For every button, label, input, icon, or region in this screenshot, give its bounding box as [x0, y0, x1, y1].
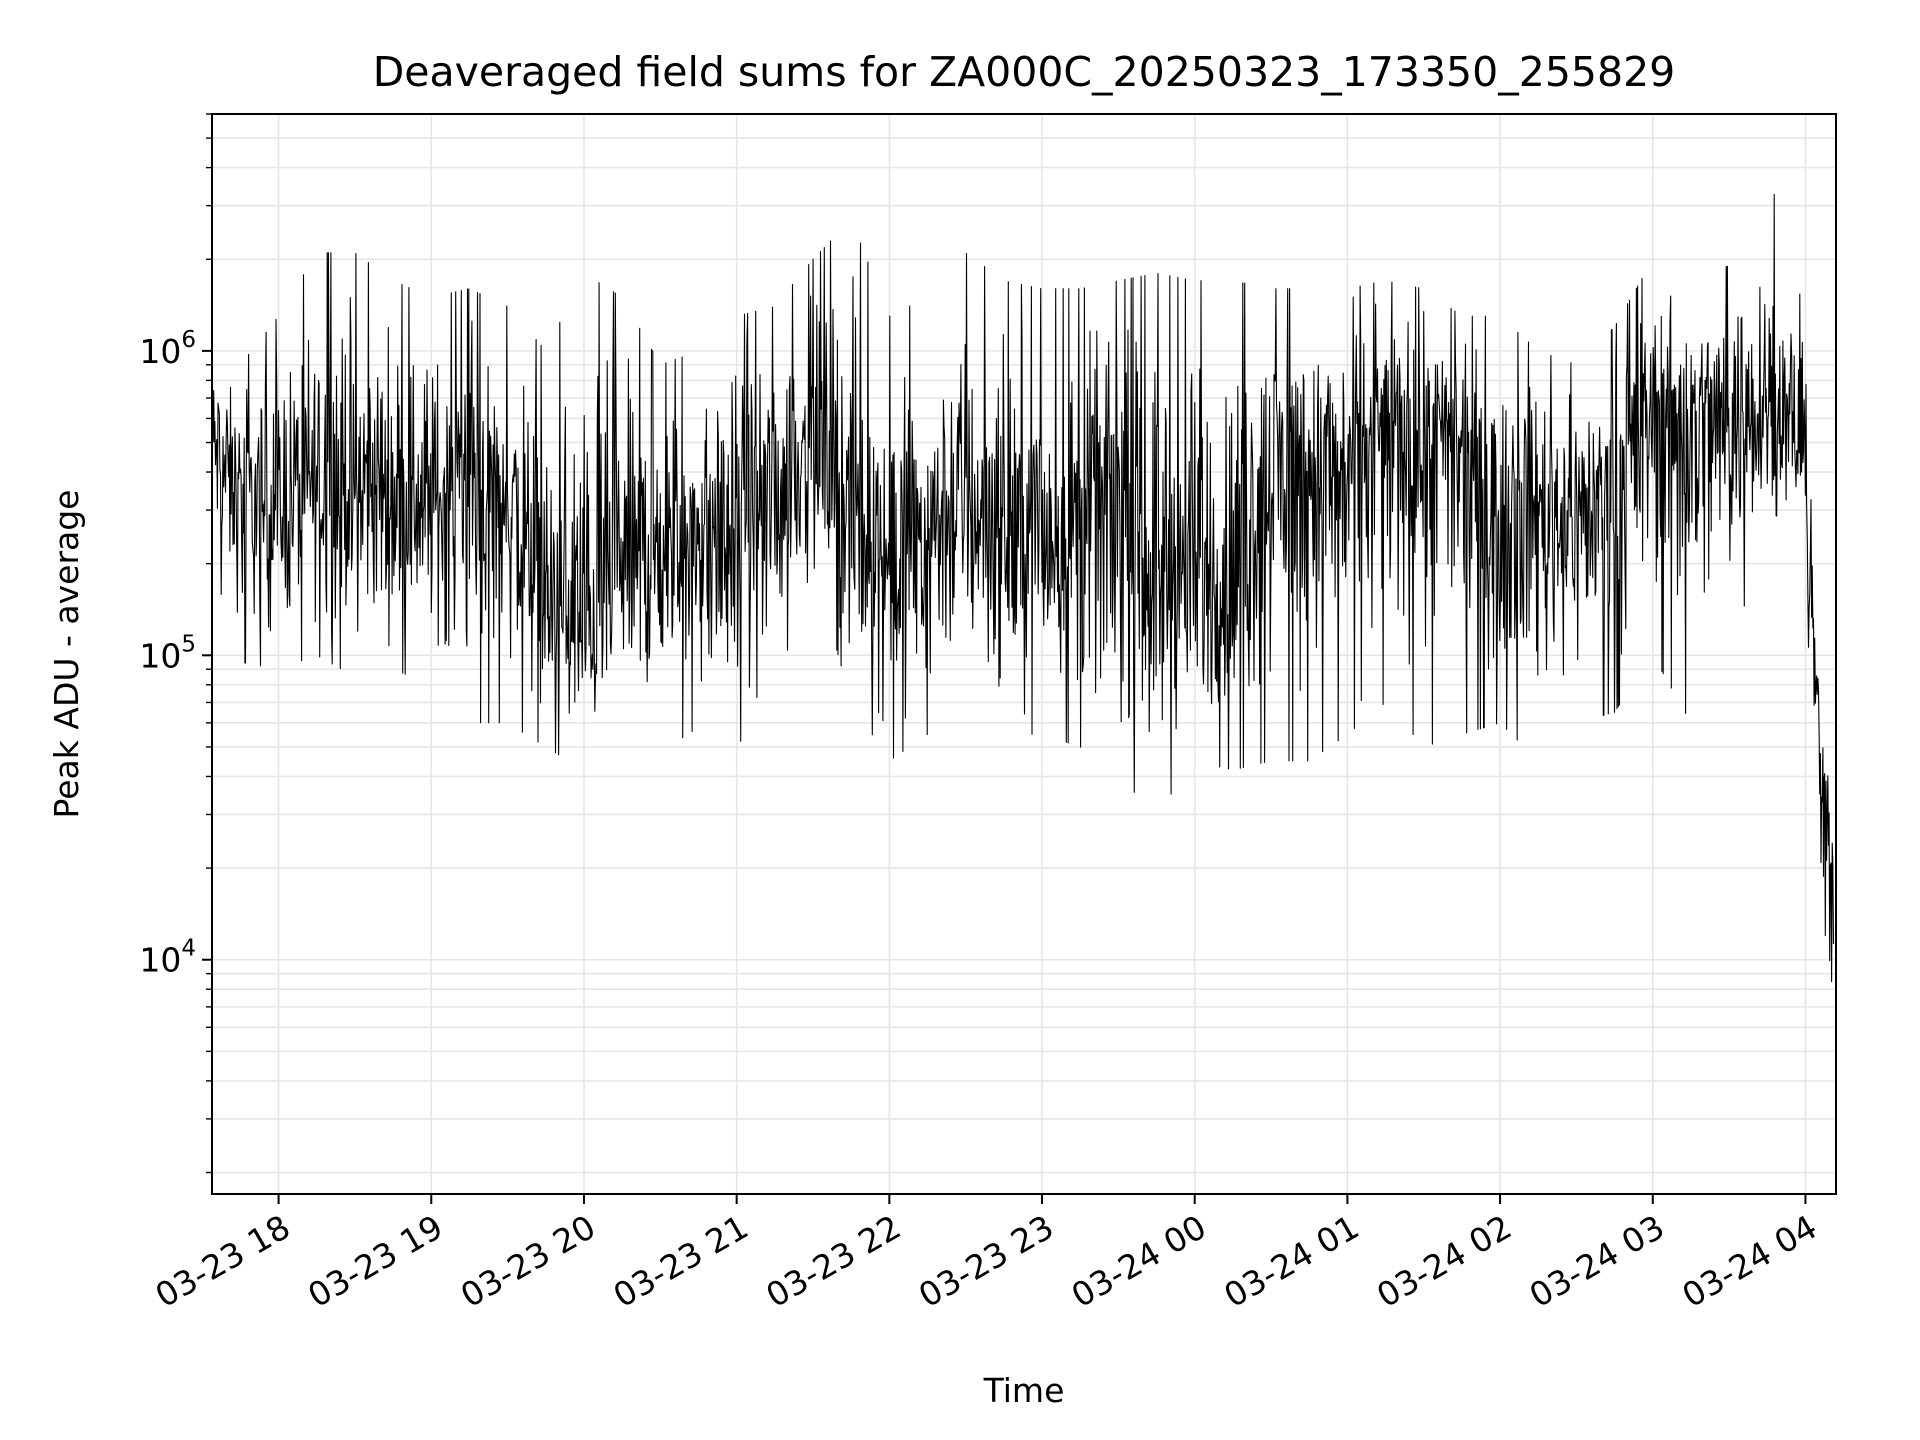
y-tick-label: 106 [139, 327, 196, 371]
series-layer [211, 193, 1835, 983]
plot-frame [211, 113, 1837, 1195]
series-line [211, 193, 1835, 983]
y-tick-exponent: 4 [181, 936, 196, 962]
x-axis-title: Time [983, 1371, 1065, 1410]
y-tick-base: 10 [139, 332, 181, 371]
y-tick-label: 104 [139, 936, 196, 980]
y-axis-title: Peak ADU - average [47, 490, 86, 819]
y-tick-exponent: 5 [181, 631, 196, 657]
y-tick-base: 10 [139, 636, 181, 675]
y-tick-exponent: 6 [181, 327, 196, 353]
y-tick-base: 10 [139, 941, 181, 980]
chart-title: Deaveraged field sums for ZA000C_2025032… [373, 48, 1676, 96]
y-tick-label: 105 [139, 631, 196, 675]
